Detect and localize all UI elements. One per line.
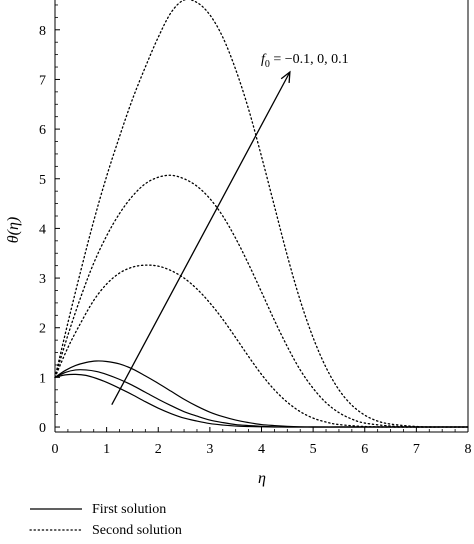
x-tick-label: 0: [52, 442, 59, 457]
annotation-arrow: [111, 71, 291, 405]
y-tick-label: 8: [39, 24, 46, 39]
legend-label: Second solution: [92, 523, 182, 538]
annotation-symbol: f: [261, 52, 267, 67]
x-tick-label: 1: [103, 442, 110, 457]
annotation-label: f0 = −0.1, 0, 0.1: [261, 52, 349, 70]
annotation-subscript: 0: [265, 59, 270, 70]
legend-label: First solution: [92, 502, 166, 517]
x-tick-label: 6: [361, 442, 368, 457]
parameter-annotation: f0 = −0.1, 0, 0.1: [111, 52, 349, 405]
x-tick-label: 4: [258, 442, 265, 457]
y-tick-label: 3: [39, 272, 46, 287]
first-solution-curve: [54, 369, 468, 428]
y-axis-label: θ(η): [5, 217, 22, 243]
x-axis: 0 1 2 3 4 5 6 7 8: [52, 427, 472, 457]
x-tick-label: 7: [413, 442, 420, 457]
first-solution-curve: [54, 373, 468, 428]
second-solution-curve: [54, 0, 469, 428]
y-tick-label: 5: [39, 173, 46, 188]
annotation-arrowhead: [280, 70, 291, 84]
x-tick-label: 3: [206, 442, 213, 457]
x-axis-label: η: [258, 470, 266, 487]
y-tick-label: 7: [39, 73, 46, 88]
legend: First solution Second solution: [29, 502, 182, 538]
y-tick-label: 2: [39, 322, 46, 337]
annotation-values: = −0.1, 0, 0.1: [270, 52, 349, 67]
first-solution-curve: [54, 360, 468, 428]
x-tick-label: 5: [310, 442, 317, 457]
y-tick-label: 0: [39, 421, 46, 436]
x-tick-label: 8: [465, 442, 472, 457]
y-tick-label: 4: [39, 222, 46, 237]
second-solution-curve: [54, 174, 469, 428]
second-solution-curve: [54, 264, 469, 428]
y-tick-label: 1: [39, 371, 46, 386]
curves: [54, 0, 469, 428]
y-tick-label: 6: [39, 123, 46, 138]
y-axis: 0 1 2 3 4 5 6 7 8: [39, 4, 60, 436]
x-tick-label: 2: [155, 442, 162, 457]
